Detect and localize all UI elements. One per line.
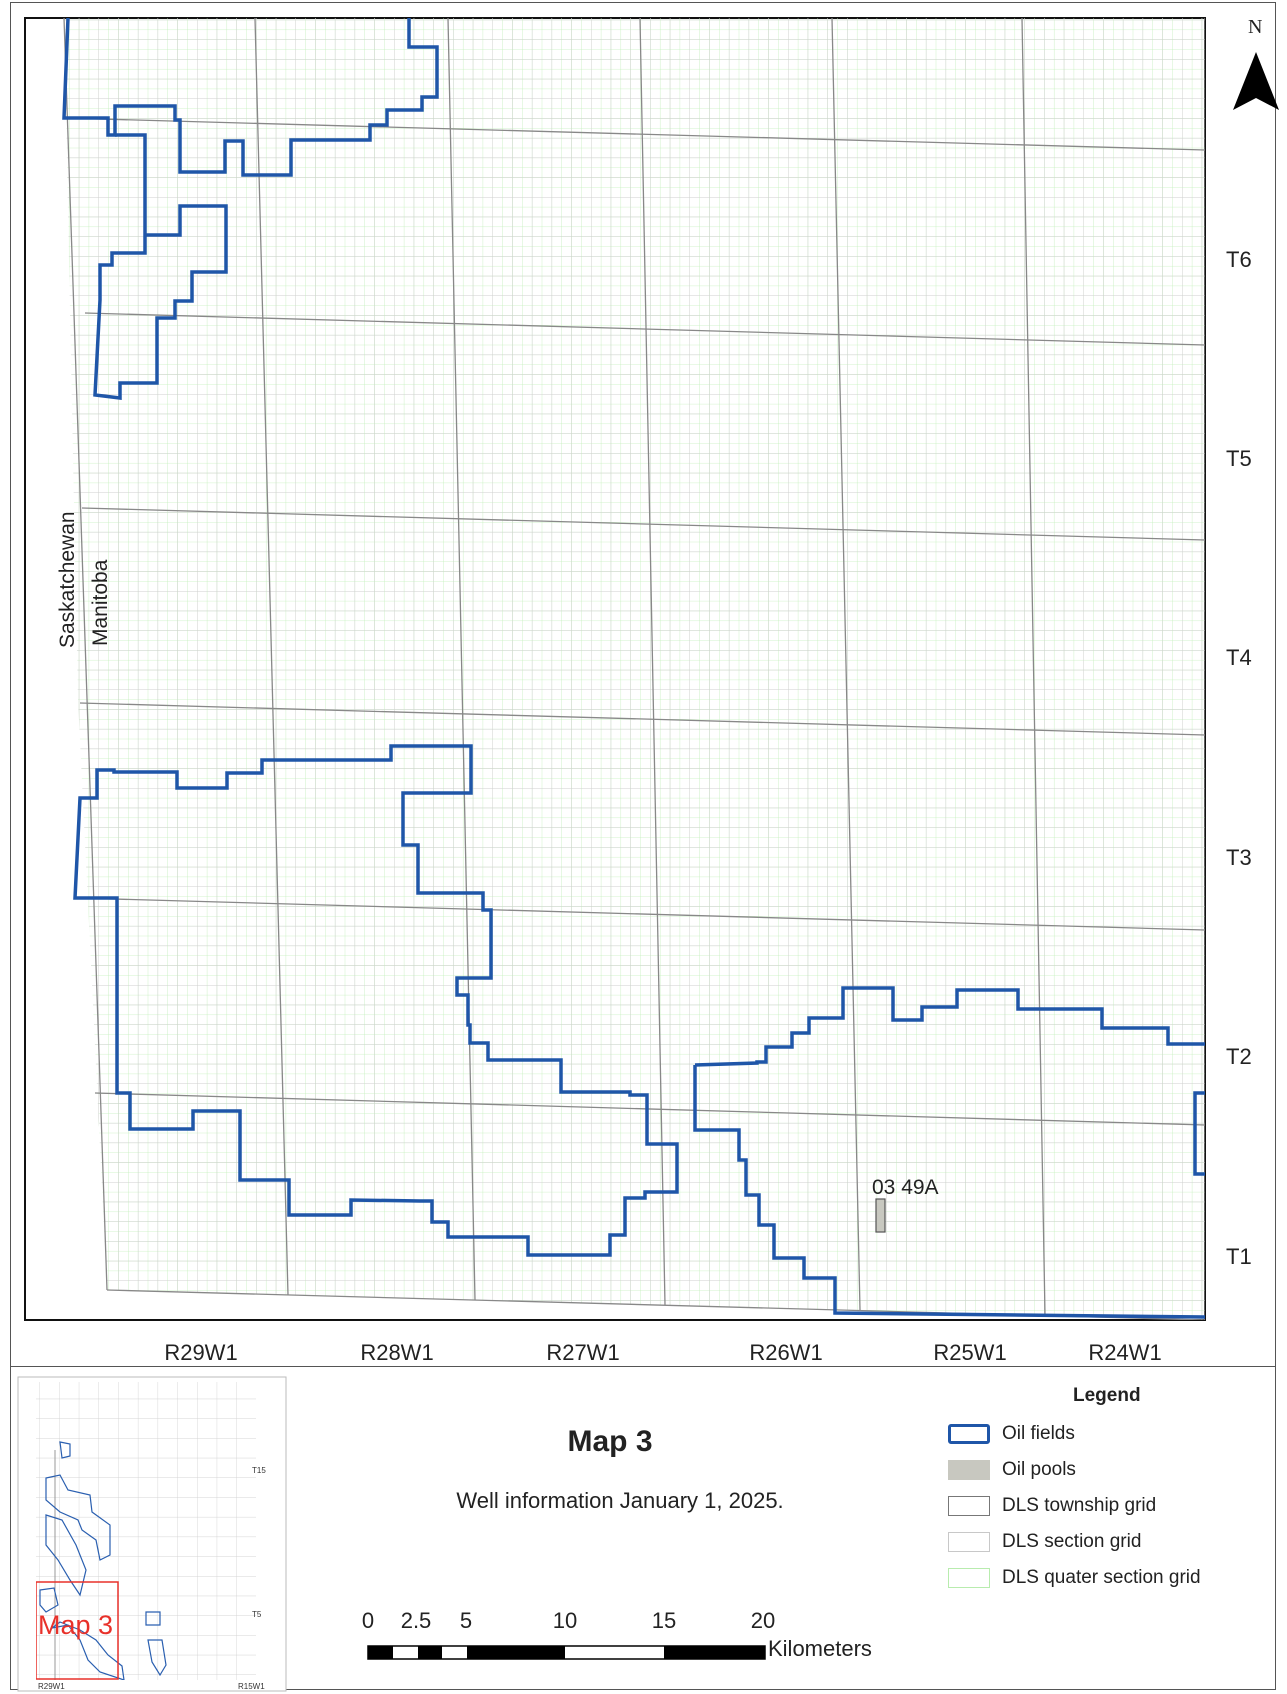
oil-fields (62, 18, 1205, 1319)
township-grid (63, 18, 1205, 1320)
range-label-r29w1: R29W1 (164, 1340, 238, 1365)
scale-tick-5: 5 (459, 1608, 473, 1633)
inset-map-label: Map 3 (38, 1610, 114, 1640)
inset-township-label-t15: T15 (252, 1466, 266, 1475)
north-label: N (1248, 16, 1263, 38)
oil-field-west-lobe (93, 133, 228, 400)
map-subtitle: Well information January 1, 2025. (456, 1488, 784, 1513)
scale-tick-20: 20 (750, 1608, 776, 1633)
inset-range-label-r29w1: R29W1 (38, 1682, 65, 1691)
legend-swatch-quarter-grid (948, 1568, 990, 1588)
township-label-t4: T4 (1226, 645, 1252, 670)
range-label-r27w1: R27W1 (546, 1340, 620, 1365)
scale-tick-2-5: 2.5 (400, 1608, 432, 1633)
scale-bar (367, 1645, 766, 1660)
township-label-t5: T5 (1226, 446, 1252, 471)
legend-swatch-section-grid (948, 1532, 990, 1552)
province-label-east: Manitoba (89, 559, 112, 646)
legend-swatch-township-grid (948, 1496, 990, 1516)
oil-field-south-central (73, 744, 679, 1257)
legend-swatch-oil-pools (948, 1460, 990, 1480)
province-label-west: Saskatchewan (56, 511, 79, 648)
oil-field-southeast (693, 986, 1205, 1319)
scale-tick-15: 15 (651, 1608, 677, 1633)
scale-unit-label: Kilometers (768, 1636, 872, 1661)
township-label-t6: T6 (1226, 247, 1252, 272)
map-frame (10, 2, 1276, 1690)
legend-item-oil-fields: Oil fields (948, 1422, 1075, 1446)
oil-pool-03-49a (875, 1198, 886, 1233)
inset-range-label-r15w1: R15W1 (238, 1682, 265, 1691)
range-label-r28w1: R28W1 (360, 1340, 434, 1365)
legend-item-section-grid: DLS section grid (948, 1530, 1141, 1554)
layout-divider (10, 1366, 1276, 1367)
township-label-t3: T3 (1226, 845, 1252, 870)
scale-tick-10: 10 (552, 1608, 578, 1633)
legend-item-quarter-grid: DLS quater section grid (948, 1566, 1201, 1590)
legend-title: Legend (1073, 1385, 1141, 1406)
township-label-t1: T1 (1226, 1244, 1252, 1269)
township-label-t2: T2 (1226, 1044, 1252, 1069)
legend-swatch-oil-fields (948, 1424, 990, 1444)
inset-township-label-t5: T5 (252, 1610, 262, 1619)
map-title: Map 3 (567, 1425, 653, 1458)
oil-field-east-edge (1193, 1091, 1205, 1176)
oil-pool-label: 03 49A (872, 1176, 939, 1199)
range-label-r26w1: R26W1 (749, 1340, 823, 1365)
range-label-r24w1: R24W1 (1088, 1340, 1162, 1365)
legend-item-oil-pools: Oil pools (948, 1458, 1076, 1482)
inset-map (17, 1376, 287, 1692)
scale-tick-0: 0 (361, 1608, 375, 1633)
north-arrow-icon (1233, 52, 1279, 110)
dls-grid-region (64, 18, 1205, 1320)
oil-field-northwest (62, 18, 439, 177)
legend-item-township-grid: DLS township grid (948, 1494, 1156, 1518)
range-label-r25w1: R25W1 (933, 1340, 1007, 1365)
